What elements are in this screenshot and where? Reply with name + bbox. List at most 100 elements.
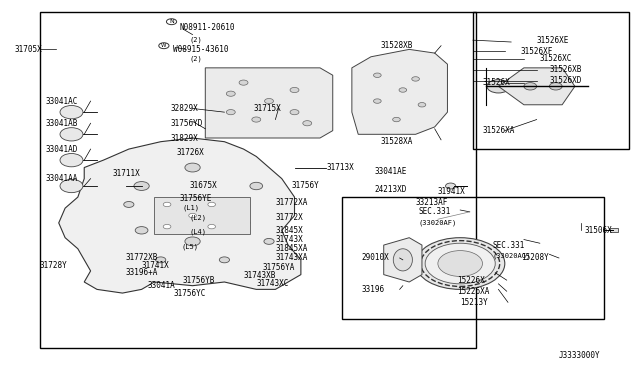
Text: 31506X: 31506X <box>584 226 612 235</box>
Text: 31845X: 31845X <box>275 226 303 235</box>
Text: 33041AA: 33041AA <box>46 174 78 183</box>
Text: 31845XA: 31845XA <box>275 244 308 253</box>
Text: 31715X: 31715X <box>253 104 281 113</box>
Text: 33196+A: 33196+A <box>125 268 158 277</box>
Circle shape <box>185 237 200 246</box>
Text: 31528XA: 31528XA <box>381 137 413 146</box>
Text: 31772X: 31772X <box>275 213 303 222</box>
Circle shape <box>227 91 236 96</box>
Circle shape <box>415 238 505 289</box>
Circle shape <box>156 257 166 263</box>
Circle shape <box>425 243 495 284</box>
Bar <box>40 13 476 349</box>
Text: 31743XB: 31743XB <box>244 271 276 280</box>
Circle shape <box>218 201 231 208</box>
Text: 31756YA: 31756YA <box>262 263 295 272</box>
Text: 31756Y: 31756Y <box>291 182 319 190</box>
Circle shape <box>60 179 83 193</box>
Ellipse shape <box>394 249 412 271</box>
Text: SEC.331: SEC.331 <box>492 241 524 250</box>
Circle shape <box>135 227 148 234</box>
Text: 31711X: 31711X <box>113 169 141 177</box>
Circle shape <box>124 202 134 208</box>
Polygon shape <box>59 138 301 293</box>
Text: 31528XB: 31528XB <box>381 41 413 50</box>
Text: 31726X: 31726X <box>177 148 204 157</box>
Text: 31526XD: 31526XD <box>549 76 582 85</box>
Circle shape <box>220 257 230 263</box>
Text: 31772XA: 31772XA <box>275 198 308 207</box>
Text: 31526XE: 31526XE <box>537 36 569 45</box>
Text: 32829X: 32829X <box>170 104 198 113</box>
Text: 33213AF: 33213AF <box>415 198 448 207</box>
Text: 31756YD: 31756YD <box>170 119 203 128</box>
Polygon shape <box>384 238 422 282</box>
Circle shape <box>208 202 216 207</box>
Circle shape <box>418 103 426 107</box>
Text: J3333000Y: J3333000Y <box>559 351 600 360</box>
Text: N08911-20610: N08911-20610 <box>180 23 236 32</box>
Circle shape <box>290 110 299 115</box>
Circle shape <box>399 88 406 92</box>
Circle shape <box>227 110 236 115</box>
Polygon shape <box>205 68 333 138</box>
Text: 31743X: 31743X <box>275 235 303 244</box>
Text: 31526XF: 31526XF <box>521 47 553 56</box>
Text: 31526XB: 31526XB <box>549 65 582 74</box>
Circle shape <box>134 182 149 190</box>
Circle shape <box>60 128 83 141</box>
Text: N: N <box>169 19 174 24</box>
Circle shape <box>445 183 456 189</box>
Text: 33041AC: 33041AC <box>46 97 78 106</box>
Text: (L1): (L1) <box>183 205 200 211</box>
Text: (33020AG): (33020AG) <box>492 253 531 259</box>
Circle shape <box>159 43 169 49</box>
Text: 31756YC: 31756YC <box>173 289 206 298</box>
Text: (2): (2) <box>189 37 202 44</box>
Bar <box>610 228 618 232</box>
Circle shape <box>374 99 381 103</box>
Circle shape <box>264 99 273 104</box>
Circle shape <box>524 83 537 90</box>
Text: 15226X: 15226X <box>457 276 484 285</box>
Circle shape <box>438 251 483 276</box>
Circle shape <box>163 202 171 207</box>
Text: 31829X: 31829X <box>170 134 198 142</box>
Text: W: W <box>161 43 166 48</box>
Text: (L5): (L5) <box>181 244 198 250</box>
Text: (L4): (L4) <box>189 229 206 235</box>
Text: 33041AB: 33041AB <box>46 119 78 128</box>
Text: (33020AF): (33020AF) <box>419 220 457 226</box>
Text: 31743XA: 31743XA <box>275 253 308 263</box>
Text: 31941X: 31941X <box>438 187 466 196</box>
Circle shape <box>174 212 186 219</box>
Circle shape <box>290 87 299 93</box>
Circle shape <box>549 83 562 90</box>
Text: 31741X: 31741X <box>141 261 170 270</box>
Text: 33196: 33196 <box>362 285 385 294</box>
Circle shape <box>487 80 510 93</box>
Text: SEC.331: SEC.331 <box>419 207 451 217</box>
Text: 31728Y: 31728Y <box>40 261 67 270</box>
Text: 31743XC: 31743XC <box>256 279 289 288</box>
Text: 31756YB: 31756YB <box>183 276 216 285</box>
Circle shape <box>412 77 419 81</box>
Circle shape <box>374 73 381 77</box>
Text: 29010X: 29010X <box>362 253 389 263</box>
Text: W08915-43610: W08915-43610 <box>173 45 229 54</box>
Text: 31526X: 31526X <box>483 78 510 87</box>
Polygon shape <box>352 49 447 134</box>
Circle shape <box>252 117 260 122</box>
Circle shape <box>60 154 83 167</box>
Bar <box>342 197 604 319</box>
Text: 24213XD: 24213XD <box>374 185 406 194</box>
Circle shape <box>303 121 312 126</box>
Circle shape <box>166 19 177 25</box>
Bar <box>473 13 629 149</box>
Circle shape <box>250 182 262 190</box>
Text: 31713X: 31713X <box>326 163 354 172</box>
Polygon shape <box>499 68 575 105</box>
Circle shape <box>189 213 196 218</box>
Text: 33041AE: 33041AE <box>374 167 406 176</box>
Text: 31705X: 31705X <box>14 45 42 54</box>
